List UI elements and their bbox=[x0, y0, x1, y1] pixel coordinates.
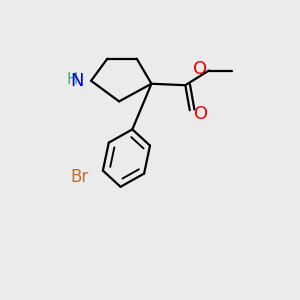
Text: H: H bbox=[66, 72, 78, 87]
Text: O: O bbox=[193, 60, 207, 78]
Text: O: O bbox=[194, 105, 208, 123]
Text: N: N bbox=[70, 72, 84, 90]
Text: Br: Br bbox=[70, 167, 88, 185]
